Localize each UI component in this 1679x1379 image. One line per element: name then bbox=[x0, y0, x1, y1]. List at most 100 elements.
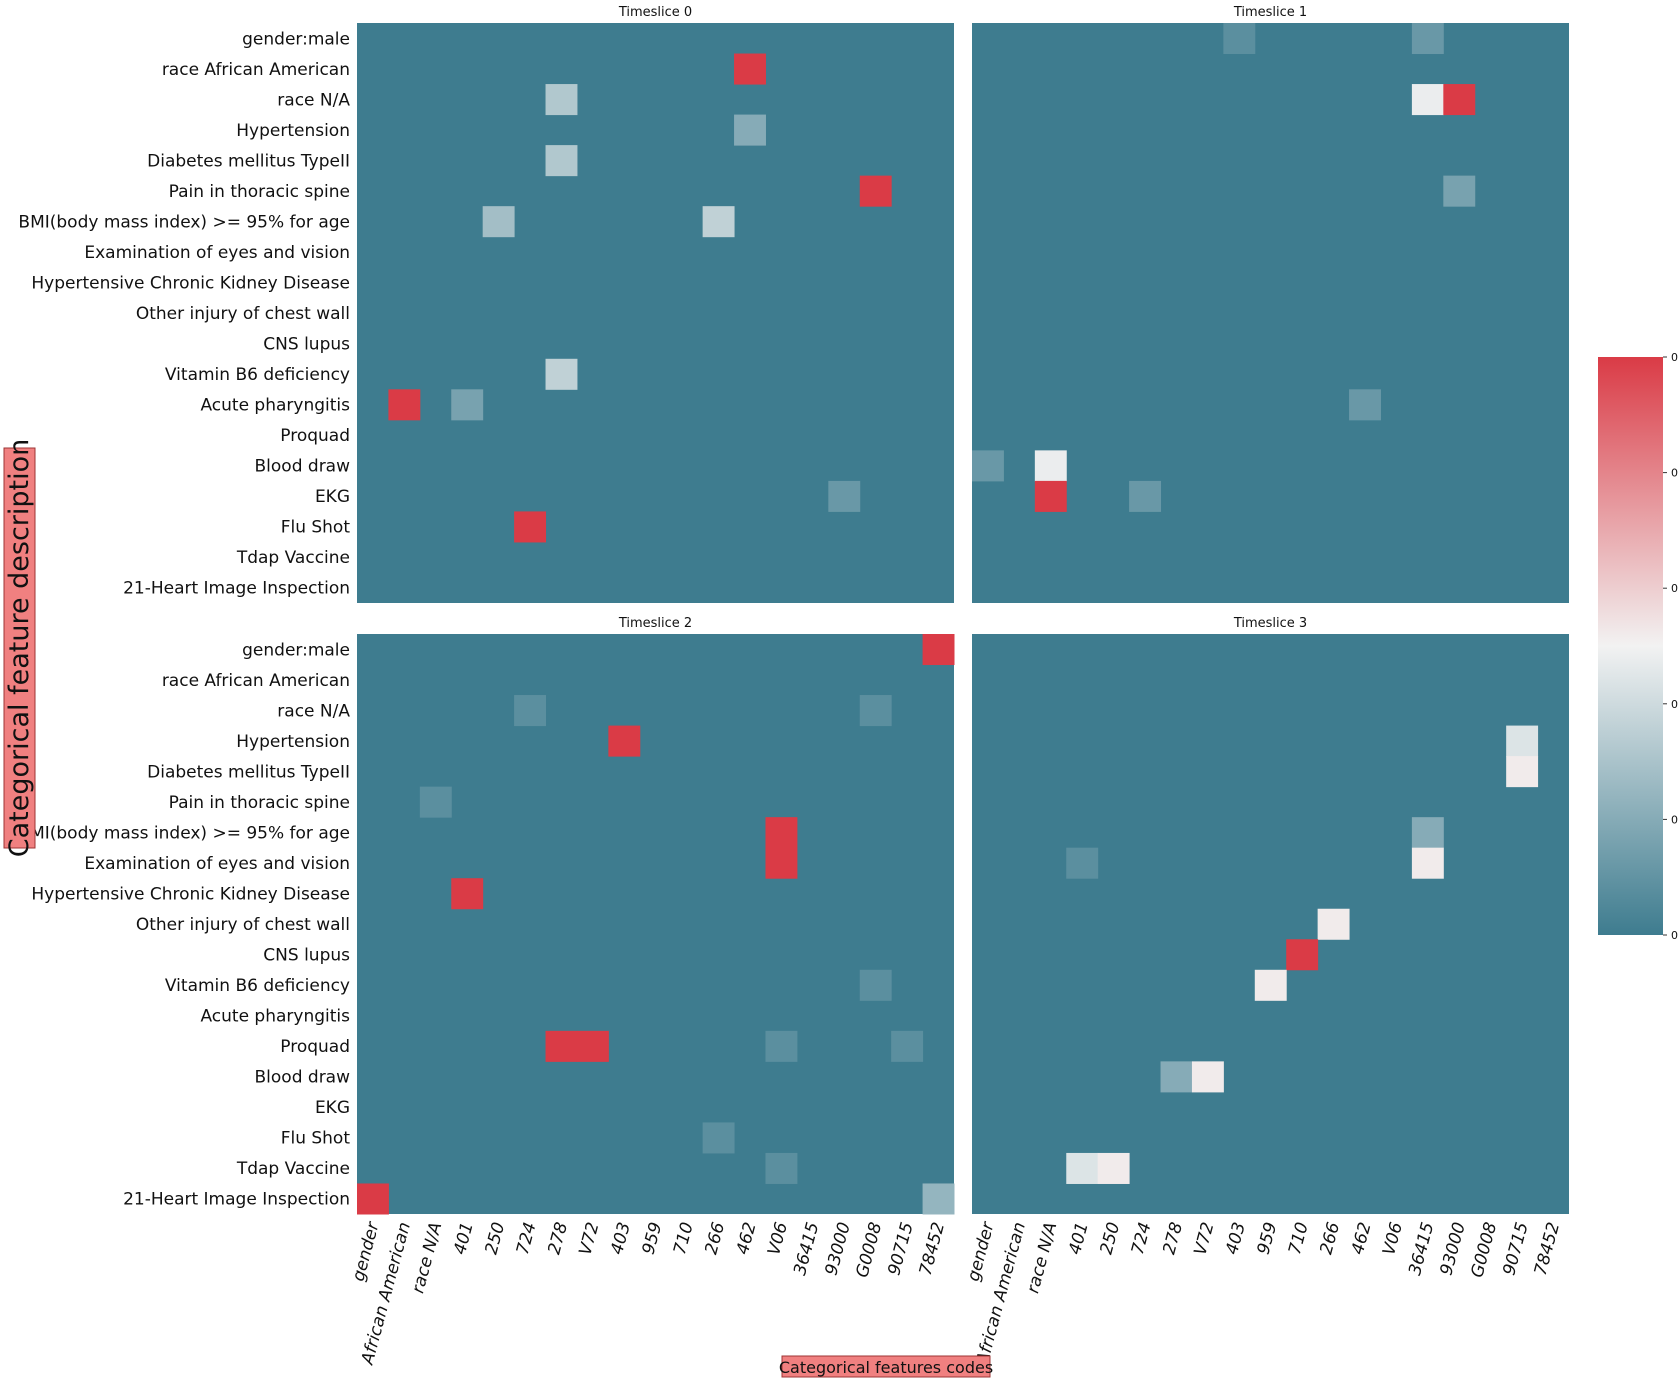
row-label: gender:male bbox=[242, 640, 350, 660]
heatmap-cell bbox=[1129, 480, 1162, 512]
row-label: Acute pharyngitis bbox=[200, 1007, 350, 1027]
panel-title: Timeslice 3 bbox=[1233, 616, 1307, 631]
heatmap-cell bbox=[734, 114, 766, 146]
row-label: Diabetes mellitus TypeII bbox=[147, 762, 350, 782]
heatmap-cell bbox=[1443, 175, 1476, 207]
heatmap-cell bbox=[891, 1030, 924, 1062]
col-label: 724 bbox=[513, 1220, 541, 1257]
col-label: 266 bbox=[1316, 1220, 1344, 1257]
colorbar-tick-label: 0.15 bbox=[1671, 582, 1679, 595]
row-label: EKG bbox=[315, 487, 350, 507]
heatmap-cell bbox=[608, 725, 641, 757]
heatmap-cell bbox=[1223, 23, 1256, 55]
col-label: 462 bbox=[733, 1220, 761, 1257]
heatmap-cell bbox=[1411, 23, 1444, 55]
colorbar-tick-label: 0.10 bbox=[1671, 698, 1679, 711]
heatmap-cell bbox=[545, 1030, 578, 1062]
heatmap-cell bbox=[388, 389, 421, 421]
heatmap-cell bbox=[1349, 389, 1381, 421]
row-label: Acute pharyngitis bbox=[200, 396, 350, 416]
heatmap-cell bbox=[734, 53, 766, 85]
col-label: V06 bbox=[764, 1220, 792, 1257]
heatmap-cell bbox=[859, 695, 892, 727]
row-label: Blood draw bbox=[255, 457, 351, 477]
heatmap-cell bbox=[1034, 480, 1067, 512]
col-label: 403 bbox=[607, 1220, 635, 1257]
row-label: Flu Shot bbox=[281, 518, 351, 538]
col-label: 36415 bbox=[790, 1220, 823, 1277]
heatmap-cell bbox=[765, 1030, 798, 1062]
heatmap-cell bbox=[545, 145, 578, 177]
row-label: Flu Shot bbox=[281, 1129, 351, 1149]
heatmap-cell bbox=[1506, 725, 1539, 757]
row-label: race N/A bbox=[277, 90, 350, 110]
heatmap-cell bbox=[545, 358, 578, 390]
colorbar-tick-label: 0.20 bbox=[1671, 467, 1679, 480]
heatmap-cell bbox=[1286, 939, 1319, 971]
heatmap-cell bbox=[1443, 84, 1476, 116]
col-label: 959 bbox=[1254, 1220, 1282, 1257]
row-label: CNS lupus bbox=[263, 335, 350, 355]
row-label: BMI(body mass index) >= 95% for age bbox=[18, 212, 350, 232]
col-label: 959 bbox=[639, 1220, 667, 1257]
heatmap-cell bbox=[514, 695, 547, 727]
row-label: Pain in thoracic spine bbox=[169, 793, 350, 813]
row-label: Blood draw bbox=[255, 1068, 351, 1088]
col-label: 93000 bbox=[822, 1220, 855, 1277]
row-label: Proquad bbox=[280, 426, 350, 446]
row-label: Vitamin B6 deficiency bbox=[165, 365, 350, 385]
heatmap-cell bbox=[1160, 1061, 1193, 1093]
heatmap-cell bbox=[1034, 450, 1067, 482]
panel-title: Timeslice 2 bbox=[618, 616, 692, 631]
row-label: Pain in thoracic spine bbox=[169, 182, 350, 202]
col-label: 710 bbox=[1285, 1220, 1313, 1257]
heatmap-cell bbox=[576, 1030, 609, 1062]
colorbar-tick-label: 0.25 bbox=[1671, 351, 1679, 364]
row-label: race African American bbox=[162, 60, 350, 80]
row-label: Hypertension bbox=[236, 121, 350, 141]
xlabel-box bbox=[781, 1355, 991, 1378]
col-label: 93000 bbox=[1437, 1220, 1470, 1277]
row-label: Vitamin B6 deficiency bbox=[165, 976, 350, 996]
col-label: 78452 bbox=[1531, 1220, 1564, 1277]
col-label: 462 bbox=[1348, 1220, 1376, 1257]
heatmap-cell bbox=[702, 206, 735, 238]
row-label: Proquad bbox=[280, 1037, 350, 1057]
ylabel-box bbox=[3, 447, 36, 849]
col-label: 401 bbox=[450, 1220, 478, 1257]
heatmap-cell bbox=[1066, 1152, 1099, 1184]
heatmap-cell bbox=[702, 1122, 735, 1154]
row-label: Other injury of chest wall bbox=[136, 304, 350, 324]
colorbar-tick-label: 0.00 bbox=[1671, 929, 1679, 942]
col-label: 278 bbox=[1159, 1220, 1187, 1257]
heatmap-cell bbox=[972, 450, 1004, 482]
col-label: 266 bbox=[701, 1220, 729, 1257]
col-label: 278 bbox=[544, 1220, 572, 1257]
col-label: V06 bbox=[1379, 1220, 1407, 1257]
heatmap-cell bbox=[545, 84, 578, 116]
col-label: race N/A bbox=[408, 1220, 446, 1295]
col-label: 90715 bbox=[884, 1220, 917, 1277]
col-label: V72 bbox=[1191, 1220, 1219, 1257]
col-label: V72 bbox=[576, 1220, 604, 1257]
col-label: 403 bbox=[1222, 1220, 1250, 1257]
heatmap-cell bbox=[451, 389, 484, 421]
heatmap-cell bbox=[451, 878, 484, 910]
col-label: 78452 bbox=[916, 1220, 949, 1277]
heatmap-panel-0 bbox=[357, 23, 954, 603]
panel-title: Timeslice 1 bbox=[1233, 5, 1307, 20]
row-label: 21-Heart Image Inspection bbox=[123, 1190, 350, 1210]
col-label: race N/A bbox=[1023, 1220, 1061, 1295]
heatmap-panel-1 bbox=[972, 23, 1569, 603]
row-label: Tdap Vaccine bbox=[236, 1159, 350, 1179]
heatmap-cell bbox=[922, 1183, 955, 1215]
row-label: EKG bbox=[315, 1098, 350, 1118]
heatmap-cell bbox=[514, 511, 547, 543]
heatmap-cell bbox=[922, 634, 955, 666]
heatmap-cell bbox=[1066, 847, 1099, 879]
col-label: 90715 bbox=[1499, 1220, 1532, 1277]
col-label: gender bbox=[349, 1219, 384, 1283]
col-label: G0008 bbox=[852, 1220, 886, 1280]
col-label: G0008 bbox=[1467, 1220, 1501, 1280]
col-label: 710 bbox=[670, 1220, 698, 1257]
